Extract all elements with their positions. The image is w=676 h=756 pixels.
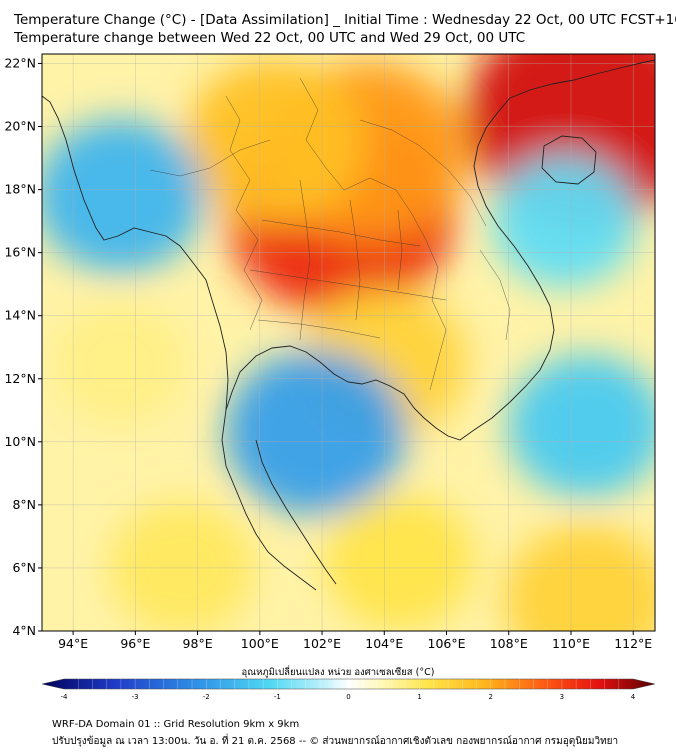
lat-tick-label: 12°N bbox=[4, 371, 36, 386]
coastline bbox=[42, 59, 655, 591]
chart-title: Temperature Change (°C) - [Data Assimila… bbox=[14, 12, 676, 28]
lon-tick-label: 102°E bbox=[303, 636, 341, 651]
lat-tick-label: 16°N bbox=[4, 245, 36, 260]
lon-tick-label: 100°E bbox=[241, 636, 279, 651]
field-region-malaysia-warm bbox=[325, 493, 475, 630]
field-region-gulf-of-thailand-cool bbox=[225, 349, 407, 515]
colorbar-tick-label: -1 bbox=[274, 693, 281, 701]
colorbar-tick-label: -4 bbox=[61, 693, 69, 701]
colorbar-label: อุณหภูมิเปลี่ยนแปลง หน่วย องศาเซลเซียส (… bbox=[241, 667, 435, 678]
field-region-east-vietnam-sea-cool bbox=[491, 154, 638, 288]
lat-tick-label: 18°N bbox=[4, 182, 36, 197]
plot-frame bbox=[41, 53, 656, 632]
colorbar-tick-label: -3 bbox=[132, 693, 139, 701]
lon-tick-label: 98°E bbox=[183, 636, 213, 651]
field-region-andaman-cool bbox=[42, 118, 205, 273]
field-region-andaman-sea-east-warm bbox=[50, 300, 189, 426]
admin-borders bbox=[149, 77, 511, 391]
colorbar-tick-label: 0 bbox=[346, 693, 350, 701]
colorbar-tick-label: -2 bbox=[203, 693, 210, 701]
lon-tick-label: 106°E bbox=[428, 636, 466, 651]
lat-tick-label: 4°N bbox=[12, 623, 36, 638]
colorbar-tick-label: 1 bbox=[417, 693, 421, 701]
lon-tick-label: 96°E bbox=[120, 636, 150, 651]
field-region-borneo-sea-warm bbox=[503, 524, 655, 631]
footer-model-info: WRF-DA Domain 01 :: Grid Resolution 9km … bbox=[52, 719, 300, 730]
colorbar-tick-label: 3 bbox=[560, 693, 564, 701]
footer-credit: ปรับปรุงข้อมูล ณ เวลา 13:00น. วัน อ. ที่… bbox=[52, 736, 619, 747]
lat-tick-label: 22°N bbox=[4, 55, 36, 70]
lon-tick-label: 108°E bbox=[490, 636, 528, 651]
colorbar: -4 -3 -2 -1 0 1 2 3 4 bbox=[41, 678, 656, 701]
lat-tick-label: 8°N bbox=[12, 497, 36, 512]
lat-tick-label: 14°N bbox=[4, 308, 36, 323]
lon-tick-label: 112°E bbox=[614, 636, 652, 651]
colorbar-tick-label: 2 bbox=[489, 693, 493, 701]
colorbar-tick-label: 4 bbox=[631, 693, 636, 701]
lon-tick-label: 110°E bbox=[552, 636, 590, 651]
lat-tick-label: 10°N bbox=[4, 434, 36, 449]
lon-tick-label: 104°E bbox=[365, 636, 403, 651]
field-region-sumatra-north-warm bbox=[109, 501, 255, 631]
lat-tick-label: 20°N bbox=[4, 119, 36, 134]
field-region-south-china-sea-cool bbox=[507, 354, 655, 498]
field-region-myanmar-central-warm bbox=[184, 59, 367, 225]
lat-tick-label: 6°N bbox=[12, 560, 36, 575]
lon-tick-label: 94°E bbox=[58, 636, 88, 651]
chart-subtitle: Temperature change between Wed 22 Oct, 0… bbox=[14, 30, 526, 46]
